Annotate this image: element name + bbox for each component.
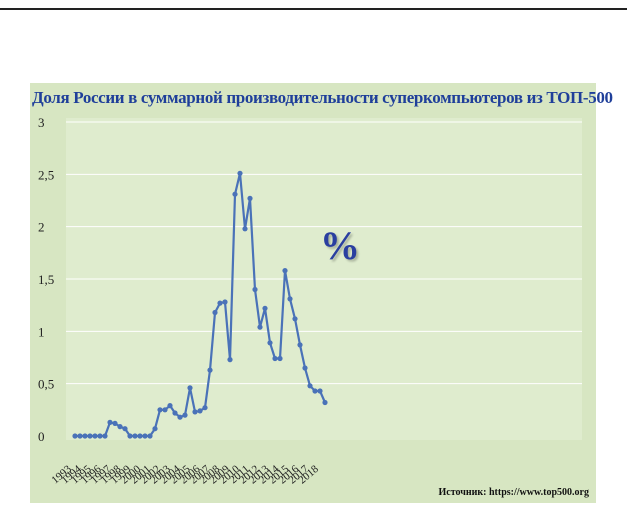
data-point — [237, 170, 243, 176]
y-tick-label: 1,5 — [38, 272, 54, 287]
y-tick-label: 2 — [38, 220, 45, 235]
data-point — [292, 316, 298, 322]
y-tick-label: 0,5 — [38, 377, 54, 392]
data-point — [182, 412, 188, 418]
data-point — [127, 433, 133, 439]
data-point — [287, 296, 293, 302]
data-point — [102, 433, 108, 439]
data-point — [197, 408, 203, 414]
data-point — [177, 414, 183, 420]
data-point — [162, 407, 168, 413]
data-point — [187, 385, 193, 391]
data-point — [222, 299, 228, 305]
data-point — [72, 433, 78, 439]
data-point — [302, 365, 308, 371]
data-point — [262, 305, 268, 311]
data-point — [112, 420, 118, 426]
chart-title: Доля России в суммарной производительнос… — [32, 88, 613, 107]
data-point — [272, 355, 278, 362]
data-point — [242, 226, 248, 232]
data-point — [82, 433, 88, 439]
data-point — [257, 324, 263, 330]
data-point — [172, 410, 178, 416]
data-point — [142, 433, 148, 439]
percent-annotation: % — [320, 223, 360, 268]
y-tick-label: 3 — [38, 115, 45, 130]
data-point — [167, 403, 173, 409]
data-point — [147, 433, 153, 439]
data-point — [132, 433, 138, 439]
data-point — [92, 433, 98, 439]
data-point — [317, 388, 323, 394]
y-tick-label: 1 — [38, 324, 45, 339]
data-point — [297, 342, 303, 348]
data-point — [322, 399, 328, 406]
data-point — [227, 357, 233, 363]
data-point — [122, 426, 128, 432]
data-point — [312, 388, 318, 394]
data-point — [137, 433, 143, 439]
data-point — [217, 300, 223, 306]
data-point — [252, 286, 258, 293]
y-tick-label: 2,5 — [38, 167, 54, 182]
data-point — [117, 424, 123, 430]
data-point — [107, 419, 113, 425]
data-point — [282, 268, 288, 274]
top-divider — [0, 8, 627, 10]
data-point — [267, 340, 273, 346]
data-point — [97, 433, 103, 439]
data-point — [202, 405, 208, 411]
source-note: Источник: https://www.top500.org — [438, 487, 590, 498]
data-point — [247, 195, 253, 201]
data-point — [157, 407, 163, 413]
data-point — [192, 409, 198, 415]
data-point — [212, 309, 218, 316]
data-point — [152, 426, 158, 432]
data-point — [77, 433, 83, 439]
data-point — [87, 433, 93, 439]
data-point — [277, 355, 283, 362]
data-point — [232, 191, 238, 197]
y-tick-label: 0 — [38, 429, 45, 444]
data-point — [307, 383, 313, 389]
data-point — [207, 367, 213, 373]
